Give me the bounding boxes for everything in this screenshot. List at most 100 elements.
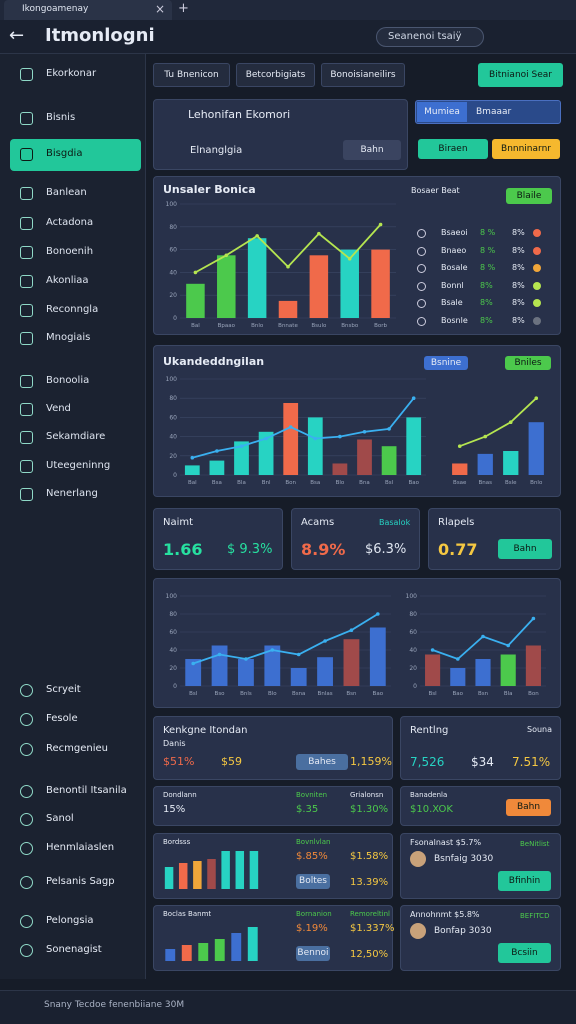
- row-value: 12,50%: [350, 949, 389, 960]
- x-tick-label: Bao: [408, 480, 419, 486]
- row-button[interactable]: Bfinhin: [498, 871, 551, 891]
- x-tick-label: Bso: [215, 691, 226, 697]
- orange-button[interactable]: Bnnninarnr: [492, 139, 560, 159]
- overview-button[interactable]: Bahn: [343, 140, 401, 160]
- kpi-tag: Basalok: [379, 518, 411, 527]
- panel: [153, 786, 393, 826]
- sidebar-item[interactable]: Sonenagist: [46, 944, 102, 955]
- badge[interactable]: Bniles: [505, 356, 551, 370]
- bar: [475, 659, 491, 686]
- bar: [247, 238, 267, 318]
- row-button[interactable]: Boltes: [296, 874, 330, 889]
- y-tick-label: 0: [173, 472, 177, 479]
- tab[interactable]: [4, 0, 172, 20]
- sidebar-item[interactable]: Scryeit: [46, 684, 81, 695]
- legend-name: Bsale: [441, 298, 463, 307]
- bar: [500, 654, 516, 686]
- select-value: Bmaaar: [476, 107, 512, 117]
- row-value: $10.XOK: [410, 804, 453, 815]
- sidebar-item[interactable]: Bisgdia: [46, 148, 83, 159]
- panel: [153, 99, 408, 170]
- bar: [503, 451, 519, 475]
- legend-dot: [533, 281, 541, 290]
- trend-point: [323, 639, 327, 643]
- legend-button[interactable]: Blaile: [506, 188, 552, 204]
- sidebar-item[interactable]: Ekorkonar: [46, 68, 97, 79]
- row-label: Grialonsn: [350, 791, 384, 799]
- toolbar-tab[interactable]: Betcorbigiats: [236, 63, 315, 87]
- badge[interactable]: Bsnine: [424, 356, 468, 370]
- sidebar-item[interactable]: Pelsanis Sagp: [46, 876, 115, 887]
- sidebar-icon: [20, 876, 33, 889]
- sidebar-item[interactable]: Fesole: [46, 713, 78, 724]
- kpi-button[interactable]: Bahn: [498, 539, 552, 559]
- green-button[interactable]: Biraen: [418, 139, 488, 159]
- action-button[interactable]: Bitnianoi Sear: [478, 63, 563, 87]
- sidebar-item[interactable]: Banlean: [46, 187, 87, 198]
- sidebar-item[interactable]: Reconngla: [46, 304, 99, 315]
- trend-point: [288, 425, 293, 429]
- row-value: 13.39%: [350, 877, 389, 888]
- y-tick-label: 40: [169, 269, 177, 276]
- sidebar-icon: [20, 217, 33, 230]
- sidebar-item[interactable]: Bonoenih: [46, 246, 94, 257]
- sidebar-item[interactable]: Akonliaa: [46, 275, 89, 286]
- kpi-label: Naimt: [163, 517, 194, 528]
- row-button[interactable]: Bennoi: [296, 946, 330, 961]
- row-title: Bordsss: [163, 838, 191, 846]
- row-button[interactable]: Bcsiin: [498, 943, 551, 963]
- trend-line: [459, 397, 537, 448]
- bar: [193, 861, 202, 889]
- toolbar-tab[interactable]: Tu Bnenicon: [153, 63, 230, 87]
- sidebar-item[interactable]: Nenerlang: [46, 488, 98, 499]
- kpi-value: 0.77: [438, 540, 478, 559]
- sidebar-item[interactable]: Actadona: [46, 217, 94, 228]
- sidebar-item[interactable]: Pelongsia: [46, 915, 94, 926]
- sidebar-icon: [20, 684, 33, 697]
- y-tick-label: 100: [166, 593, 178, 600]
- legend-value: 8%: [512, 245, 525, 255]
- new-tab-icon[interactable]: +: [178, 1, 189, 16]
- sidebar-active[interactable]: [10, 139, 141, 171]
- legend-value: 8%: [512, 315, 525, 325]
- sidebar-icon: [20, 813, 33, 826]
- close-icon[interactable]: ×: [155, 2, 166, 16]
- sidebar-item[interactable]: Sekamdiare: [46, 431, 106, 442]
- toolbar-tab[interactable]: Bonoisianeilirs: [321, 63, 405, 87]
- trend-point: [531, 616, 536, 621]
- bar: [178, 863, 188, 889]
- row-name: Bsnfaig 3030: [434, 854, 494, 864]
- sidebar-item[interactable]: Bonoolia: [46, 375, 90, 386]
- x-tick-label: Bon: [528, 691, 539, 697]
- bar: [425, 654, 441, 686]
- bar: [221, 851, 230, 889]
- bar: [381, 446, 397, 475]
- back-icon[interactable]: ←: [9, 25, 25, 46]
- chart-title: Unsaler Bonica: [163, 183, 256, 196]
- search-box[interactable]: [376, 27, 484, 47]
- sidebar-item[interactable]: Mnogiais: [46, 332, 91, 343]
- sidebar-item[interactable]: Uteegeninng: [46, 460, 111, 471]
- chart: [164, 851, 259, 889]
- sidebar-icon: [20, 148, 33, 161]
- table-button[interactable]: Bahes: [296, 754, 348, 770]
- sidebar-item[interactable]: Benontil Itsanila: [46, 785, 127, 796]
- row-button[interactable]: Bahn: [506, 799, 551, 816]
- panel: [153, 508, 283, 570]
- bar: [164, 867, 174, 889]
- bar: [211, 645, 228, 686]
- sidebar-item[interactable]: Bisnis: [46, 112, 76, 123]
- sidebar-item[interactable]: Henmlaiaslen: [46, 842, 115, 853]
- trend-point: [244, 657, 248, 661]
- sidebar-item[interactable]: Vend: [46, 403, 71, 414]
- bar: [371, 249, 390, 318]
- row-value: $1.30%: [350, 804, 389, 815]
- legend-value: 8 %: [480, 263, 496, 272]
- legend-dot: [533, 246, 541, 255]
- y-tick-label: 60: [169, 414, 177, 421]
- row-label: Bornanion: [296, 910, 332, 918]
- bar: [238, 659, 254, 686]
- sidebar-item[interactable]: Recmgenieu: [46, 743, 108, 754]
- sidebar-item[interactable]: Sanol: [46, 813, 74, 824]
- row-tag: BEFITCD: [520, 912, 550, 920]
